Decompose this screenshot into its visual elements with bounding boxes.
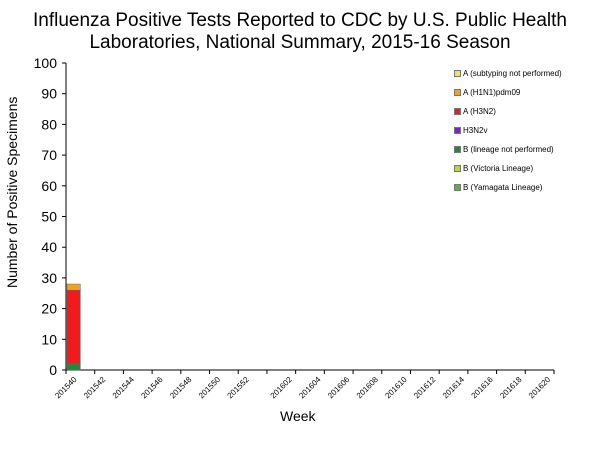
legend-item: A (H1N1)pdm09 — [454, 83, 562, 102]
legend: A (subtyping not performed) A (H1N1)pdm09… — [454, 64, 562, 197]
x-tick-label: 201620 — [527, 375, 553, 401]
x-tick-label: 201550 — [197, 375, 223, 401]
y-tick-label: 10 — [41, 331, 57, 347]
x-tick-label: 201546 — [139, 375, 165, 401]
y-tick-label: 30 — [41, 270, 57, 286]
legend-label: A (subtyping not performed) — [463, 69, 562, 78]
y-tick-label: 90 — [41, 86, 57, 102]
y-tick-label: 50 — [41, 209, 57, 225]
x-tick-label: 201540 — [53, 375, 79, 401]
y-tick-label: 40 — [41, 239, 57, 255]
y-tick-label: 60 — [41, 178, 57, 194]
y-tick-label: 100 — [34, 55, 58, 71]
legend-swatch — [454, 70, 461, 77]
x-tick-label: 201618 — [498, 375, 524, 401]
bar-segment — [66, 289, 81, 365]
x-tick-label: 201608 — [355, 375, 381, 401]
x-tick-label: 201548 — [168, 375, 194, 401]
y-tick-label: 0 — [49, 362, 57, 378]
x-tick-label: 201606 — [326, 375, 352, 401]
x-tick-label: 201544 — [111, 375, 137, 401]
legend-swatch — [454, 146, 461, 153]
legend-swatch — [454, 165, 461, 172]
y-tick-label: 20 — [41, 301, 57, 317]
x-tick-label: 201542 — [82, 375, 108, 401]
legend-item: A (subtyping not performed) — [454, 64, 562, 83]
legend-swatch — [454, 89, 461, 96]
chart-title-line-1: Influenza Positive Tests Reported to CDC… — [32, 10, 567, 31]
chart-title: Influenza Positive Tests Reported to CDC… — [0, 10, 600, 54]
legend-label: B (lineage not performed) — [463, 145, 554, 154]
legend-item: H3N2v — [454, 121, 562, 140]
x-axis-label: Week — [280, 408, 316, 424]
chart-title-line-2: Laboratories, National Summary, 2015-16 … — [89, 32, 511, 53]
legend-item: B (Victoria Lineage) — [454, 159, 562, 178]
x-tick-label: 201614 — [441, 375, 467, 401]
bar-segment — [66, 363, 81, 371]
x-tick-label: 201610 — [383, 375, 409, 401]
legend-label: A (H3N2) — [463, 107, 496, 116]
legend-label: B (Victoria Lineage) — [463, 164, 534, 173]
legend-item: B (Yamagata Lineage) — [454, 178, 562, 197]
legend-item: A (H3N2) — [454, 102, 562, 121]
legend-label: H3N2v — [463, 126, 488, 135]
legend-swatch — [454, 184, 461, 191]
legend-swatch — [454, 127, 461, 134]
legend-label: A (H1N1)pdm09 — [463, 88, 521, 97]
legend-swatch — [454, 108, 461, 115]
x-tick-label: 201552 — [226, 375, 252, 401]
bar-segment — [66, 283, 81, 291]
x-tick-label: 201612 — [412, 375, 438, 401]
legend-label: B (Yamagata Lineage) — [463, 183, 543, 192]
y-tick-label: 80 — [41, 116, 57, 132]
x-tick-label: 201602 — [269, 375, 295, 401]
x-tick-label: 201604 — [297, 375, 323, 401]
y-tick-label: 70 — [41, 147, 57, 163]
legend-item: B (lineage not performed) — [454, 140, 562, 159]
x-tick-label: 201616 — [470, 375, 496, 401]
